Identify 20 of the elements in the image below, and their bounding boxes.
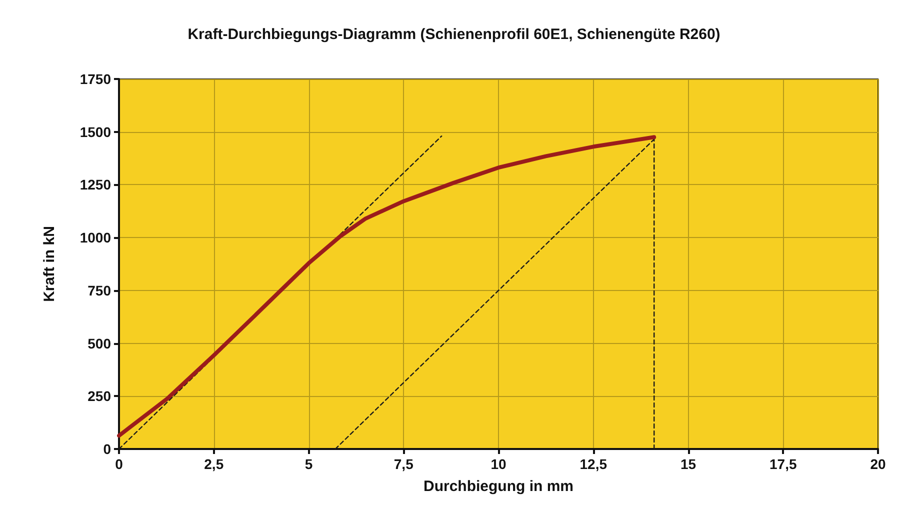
y-tick-label: 500 bbox=[88, 335, 112, 352]
x-tick-label: 0 bbox=[115, 456, 124, 472]
y-tick-label: 0 bbox=[103, 441, 112, 457]
x-tick-label: 7,5 bbox=[394, 456, 414, 472]
x-tick-label: 15 bbox=[680, 456, 696, 472]
y-tick-label: 1750 bbox=[80, 71, 112, 87]
x-tick-label: 5 bbox=[304, 456, 313, 472]
x-tick-label: 2,5 bbox=[204, 456, 224, 472]
x-tick-label: 12,5 bbox=[580, 456, 608, 472]
chart-title: Kraft-Durchbiegungs-Diagramm (Schienenprofil 60E1, Schienengüte R260) bbox=[188, 26, 720, 43]
y-tick-label: 250 bbox=[88, 388, 112, 404]
y-tick-label: 1500 bbox=[80, 124, 112, 140]
y-tick-label: 1000 bbox=[80, 230, 112, 246]
y-tick-label: 750 bbox=[88, 282, 112, 298]
x-tick-label: 20 bbox=[870, 456, 886, 472]
y-axis-title: Kraft in kN bbox=[41, 226, 58, 302]
y-tick-label: 1250 bbox=[80, 176, 112, 193]
x-tick-label: 10 bbox=[490, 456, 506, 472]
x-tick-label: 17,5 bbox=[770, 456, 797, 472]
x-axis-title: Durchbiegung in mm bbox=[424, 478, 574, 495]
